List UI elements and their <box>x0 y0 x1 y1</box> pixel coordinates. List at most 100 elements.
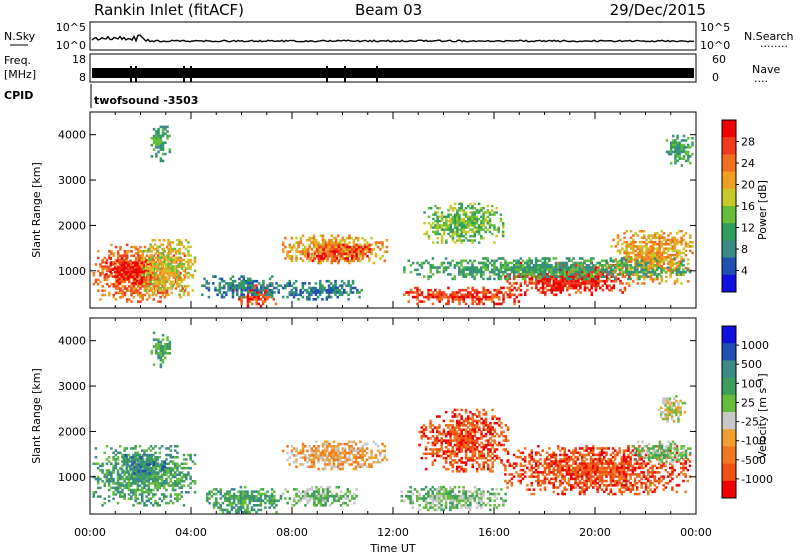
range-gate-cell <box>499 264 503 267</box>
range-gate-cell <box>171 265 175 268</box>
range-gate-cell <box>469 222 472 225</box>
freq-spikes <box>130 66 378 82</box>
range-gate-cell <box>327 293 331 297</box>
range-gate-cell <box>374 243 378 247</box>
range-gate-cell <box>299 463 303 466</box>
range-gate-cell <box>484 268 487 272</box>
range-gate-cell <box>131 261 134 265</box>
range-gate-cell <box>634 264 637 268</box>
range-gate-cell <box>477 209 481 212</box>
range-gate-cell <box>126 458 130 462</box>
range-gate-cell <box>212 501 216 505</box>
range-gate-cell <box>124 266 128 269</box>
range-gate-cell <box>438 300 441 303</box>
range-gate-cell <box>134 445 137 448</box>
range-gate-cell <box>605 275 609 278</box>
range-gate-cell <box>333 250 336 253</box>
range-gate-cell <box>154 477 157 481</box>
range-gate-cell <box>594 275 598 278</box>
range-gate-cell <box>180 263 183 266</box>
range-gate-cell <box>473 268 476 272</box>
range-gate-cell <box>169 449 173 452</box>
range-gate-cell <box>678 249 681 253</box>
freq-spike <box>130 66 132 82</box>
range-gate-cell <box>449 226 452 229</box>
nsky-strip-frame <box>89 21 697 51</box>
range-gate-cell <box>589 266 593 269</box>
range-gate-cell <box>242 293 246 297</box>
range-gate-cell <box>473 207 476 210</box>
range-gate-cell <box>348 254 351 258</box>
range-gate-cell <box>337 456 340 459</box>
range-gate-cell <box>469 266 472 269</box>
range-gate-cell <box>215 501 218 505</box>
range-gate-cell <box>340 291 344 294</box>
range-gate-cell <box>588 288 591 292</box>
colorbar-tick-label: 28 <box>741 136 755 149</box>
range-gate-cell <box>255 494 258 498</box>
range-gate-cell <box>133 261 137 265</box>
range-gate-cell <box>328 442 331 446</box>
range-gate-cell <box>147 482 151 485</box>
range-gate-cell <box>180 480 184 483</box>
range-gate-cell <box>568 284 571 287</box>
range-gate-cell <box>162 269 166 273</box>
power-heatmap <box>92 125 694 308</box>
range-gate-cell <box>359 254 362 258</box>
range-gate-cell <box>590 284 593 287</box>
range-gate-cell <box>651 243 655 246</box>
range-gate-cell <box>495 295 499 299</box>
range-gate-cell <box>176 243 179 246</box>
range-gate-cell <box>489 298 492 301</box>
range-gate-cell <box>599 273 602 276</box>
range-gate-cell <box>625 230 628 233</box>
range-gate-cell <box>183 289 187 292</box>
range-gate-cell <box>157 132 160 135</box>
range-gate-cell <box>326 254 330 258</box>
range-gate-cell <box>147 484 151 487</box>
range-gate-cell <box>142 273 146 277</box>
range-gate-cell <box>321 284 324 287</box>
range-gate-cell <box>471 273 474 276</box>
range-gate-cell <box>329 248 332 251</box>
range-gate-cell <box>295 293 298 297</box>
range-gate-cell <box>323 454 327 457</box>
range-gate-cell <box>231 275 235 278</box>
range-gate-cell <box>225 291 228 294</box>
range-gate-cell <box>442 266 446 269</box>
range-gate-cell <box>158 486 162 490</box>
range-gate-cell <box>157 289 160 292</box>
range-gate-cell <box>616 234 620 237</box>
range-gate-cell <box>187 453 190 457</box>
range-gate-cell <box>416 298 419 301</box>
range-gate-cell <box>678 230 681 233</box>
range-gate-cell <box>561 261 564 265</box>
range-gate-cell <box>601 288 605 292</box>
range-gate-cell <box>530 277 534 281</box>
range-gate-cell <box>110 447 113 450</box>
range-gate-cell <box>301 449 305 453</box>
range-gate-cell <box>480 268 483 272</box>
range-gate-cell <box>625 247 628 250</box>
range-gate-cell <box>504 266 507 269</box>
range-gate-cell <box>229 286 232 290</box>
range-gate-cell <box>425 295 428 299</box>
range-gate-cell <box>189 260 192 264</box>
range-gate-cell <box>319 291 322 294</box>
range-gate-cell <box>464 219 468 223</box>
range-gate-cell <box>462 224 466 227</box>
range-gate-cell <box>310 252 314 256</box>
range-gate-cell <box>215 504 218 507</box>
range-gate-cell <box>566 270 569 274</box>
range-gate-cell <box>605 279 609 283</box>
range-gate-cell <box>491 264 494 267</box>
range-gate-cell <box>110 475 113 479</box>
range-gate-cell <box>385 250 389 253</box>
range-gate-cell <box>614 266 617 269</box>
range-gate-cell <box>312 243 316 247</box>
range-gate-cell <box>346 248 349 251</box>
range-gate-cell <box>134 475 137 479</box>
range-gate-cell <box>482 261 485 265</box>
range-gate-cell <box>318 254 321 258</box>
range-gate-cell <box>151 254 155 257</box>
